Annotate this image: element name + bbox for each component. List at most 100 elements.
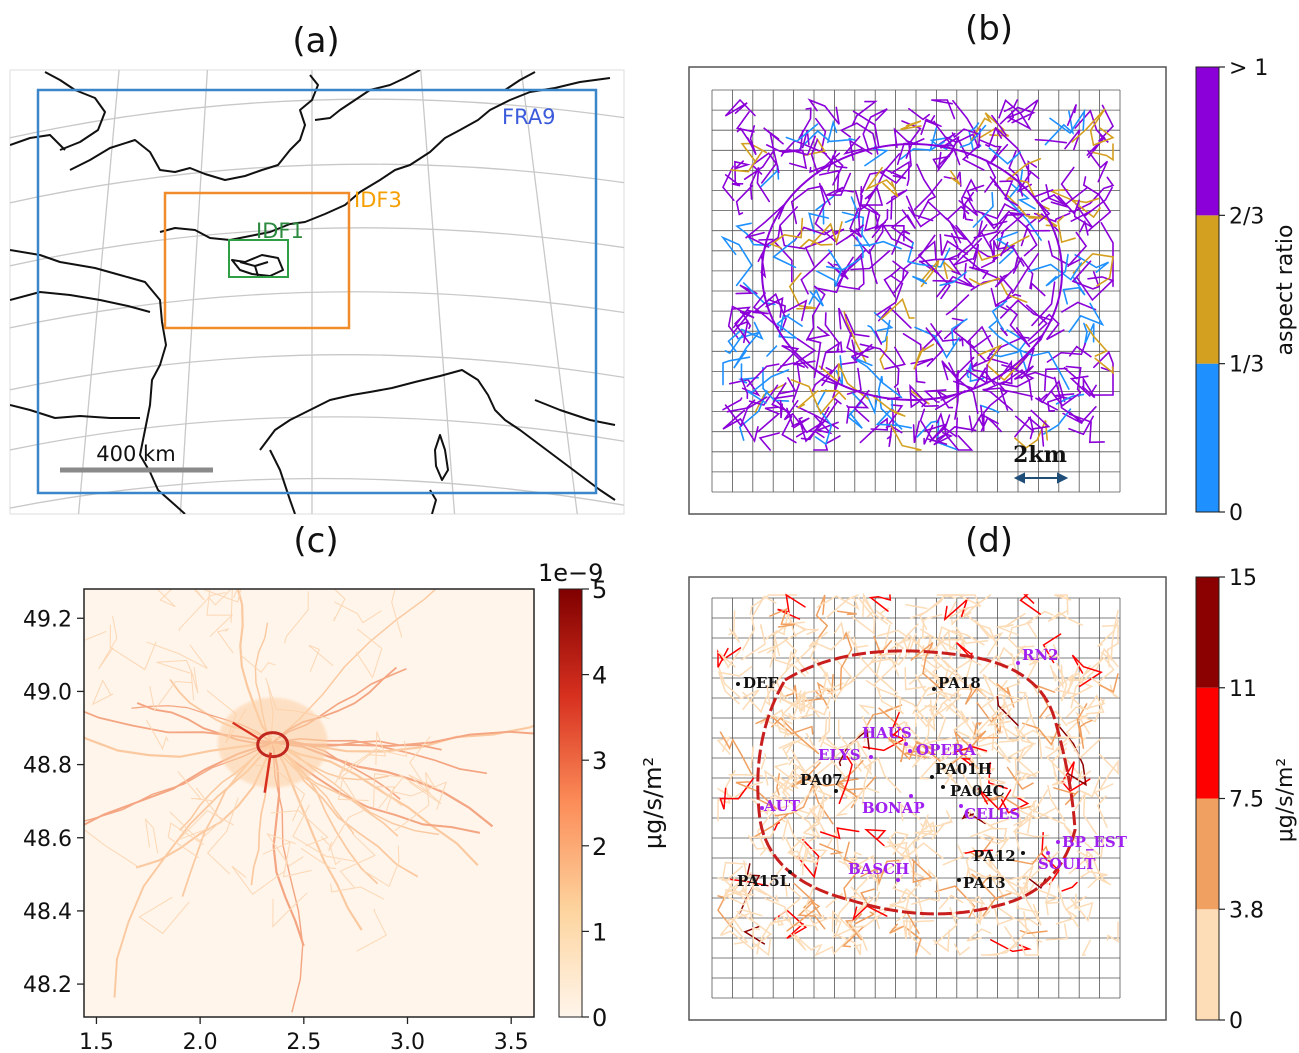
idf1-domain-box [228, 239, 289, 278]
road-segment [772, 394, 797, 444]
road-segment [1011, 252, 1039, 294]
road-segment [798, 238, 833, 249]
road-segment [1045, 901, 1060, 916]
road-segment [853, 389, 870, 422]
station-label: PA12 [973, 847, 1016, 865]
road-segment [1066, 697, 1106, 718]
road-segment [1030, 858, 1050, 863]
panel-c-colorbar [558, 588, 583, 1018]
road-segment [1011, 770, 1025, 799]
road-segment [824, 312, 840, 353]
road-segment [1026, 610, 1054, 639]
road-segment [748, 384, 779, 406]
road-segment [727, 305, 755, 338]
road-segment [980, 230, 1001, 269]
road-segment [964, 849, 994, 854]
road-segment [999, 106, 1036, 125]
road-segment [911, 858, 933, 884]
station-label: BASCH [848, 860, 909, 878]
fra9-label: FRA9 [502, 105, 556, 129]
road-emission [300, 847, 337, 869]
road-emission [98, 615, 118, 670]
road-segment [773, 639, 806, 678]
road-segment [875, 652, 890, 685]
road-segment [795, 416, 807, 438]
road-segment [1055, 895, 1087, 925]
panel-b-scalebar-label: 2km [1013, 442, 1067, 468]
road-segment [850, 356, 903, 399]
road-segment [955, 224, 999, 262]
road-segment [983, 794, 1033, 810]
road-segment [1068, 302, 1105, 333]
station-label: PA18 [938, 674, 981, 692]
road-segment [840, 256, 863, 277]
road-segment [939, 233, 968, 256]
road-segment [911, 869, 941, 901]
road-segment [1098, 753, 1119, 791]
road-segment [1085, 323, 1108, 357]
road-segment [952, 330, 991, 349]
road-segment [1050, 390, 1079, 407]
road-segment [826, 828, 851, 871]
road-segment [852, 110, 880, 147]
road-segment [1094, 357, 1114, 375]
road-segment [900, 120, 922, 131]
station-marker [932, 687, 936, 691]
road-segment [1000, 327, 1009, 337]
road-segment [1007, 99, 1039, 121]
road-segment [904, 666, 927, 691]
road-segment [863, 599, 874, 618]
road-segment [766, 345, 778, 357]
road-segment [923, 389, 947, 403]
road-segment [1069, 893, 1094, 923]
road-segment [816, 658, 850, 699]
road-segment [932, 929, 950, 953]
road-segment [877, 375, 903, 430]
road-segment [1049, 108, 1086, 135]
road-segment [781, 698, 814, 721]
road-segment [864, 209, 879, 232]
road-segment [964, 867, 1006, 887]
panel-c-colorbar-offset: 1e−9 [538, 559, 603, 587]
road-segment [985, 875, 1040, 914]
road-segment [778, 314, 803, 339]
road-segment [943, 756, 962, 789]
road-segment [1071, 260, 1100, 290]
road-segment [1042, 710, 1068, 727]
road-segment [719, 731, 754, 777]
road-segment [976, 235, 1030, 261]
road-segment [764, 630, 786, 640]
road-segment [966, 325, 994, 348]
road-segment [1033, 789, 1049, 815]
station-marker [909, 794, 913, 798]
road-segment [1076, 848, 1097, 872]
road-segment [977, 220, 988, 238]
road-segment [792, 687, 829, 708]
road-segment [764, 897, 813, 927]
road-segment [1020, 225, 1038, 257]
road-segment [921, 638, 963, 662]
road-segment [1019, 594, 1042, 615]
road-segment [839, 122, 879, 155]
road-segment [970, 112, 1005, 142]
road-segment [810, 138, 841, 175]
road-segment [818, 711, 831, 748]
road-emission [333, 589, 346, 622]
road-segment [935, 390, 966, 410]
coastlines [10, 70, 616, 514]
road-segment [980, 210, 1010, 230]
road-segment [973, 213, 1031, 239]
road-segment [757, 805, 790, 813]
road-segment [825, 594, 859, 619]
panel-b-network [720, 98, 1115, 451]
road-segment [936, 390, 954, 409]
road-segment [723, 860, 748, 901]
road-emission [333, 601, 382, 624]
road-segment [1097, 619, 1119, 648]
panel-c: (c) 1.5 2.0 2.5 3.0 3.5 48.2 48.4 48.6 48.8 49.0 4… [23, 521, 667, 1053]
road-segment [793, 882, 826, 930]
road-segment [1065, 365, 1082, 397]
road-segment [878, 144, 912, 185]
colorbar-tick-label: 3 [592, 747, 607, 775]
